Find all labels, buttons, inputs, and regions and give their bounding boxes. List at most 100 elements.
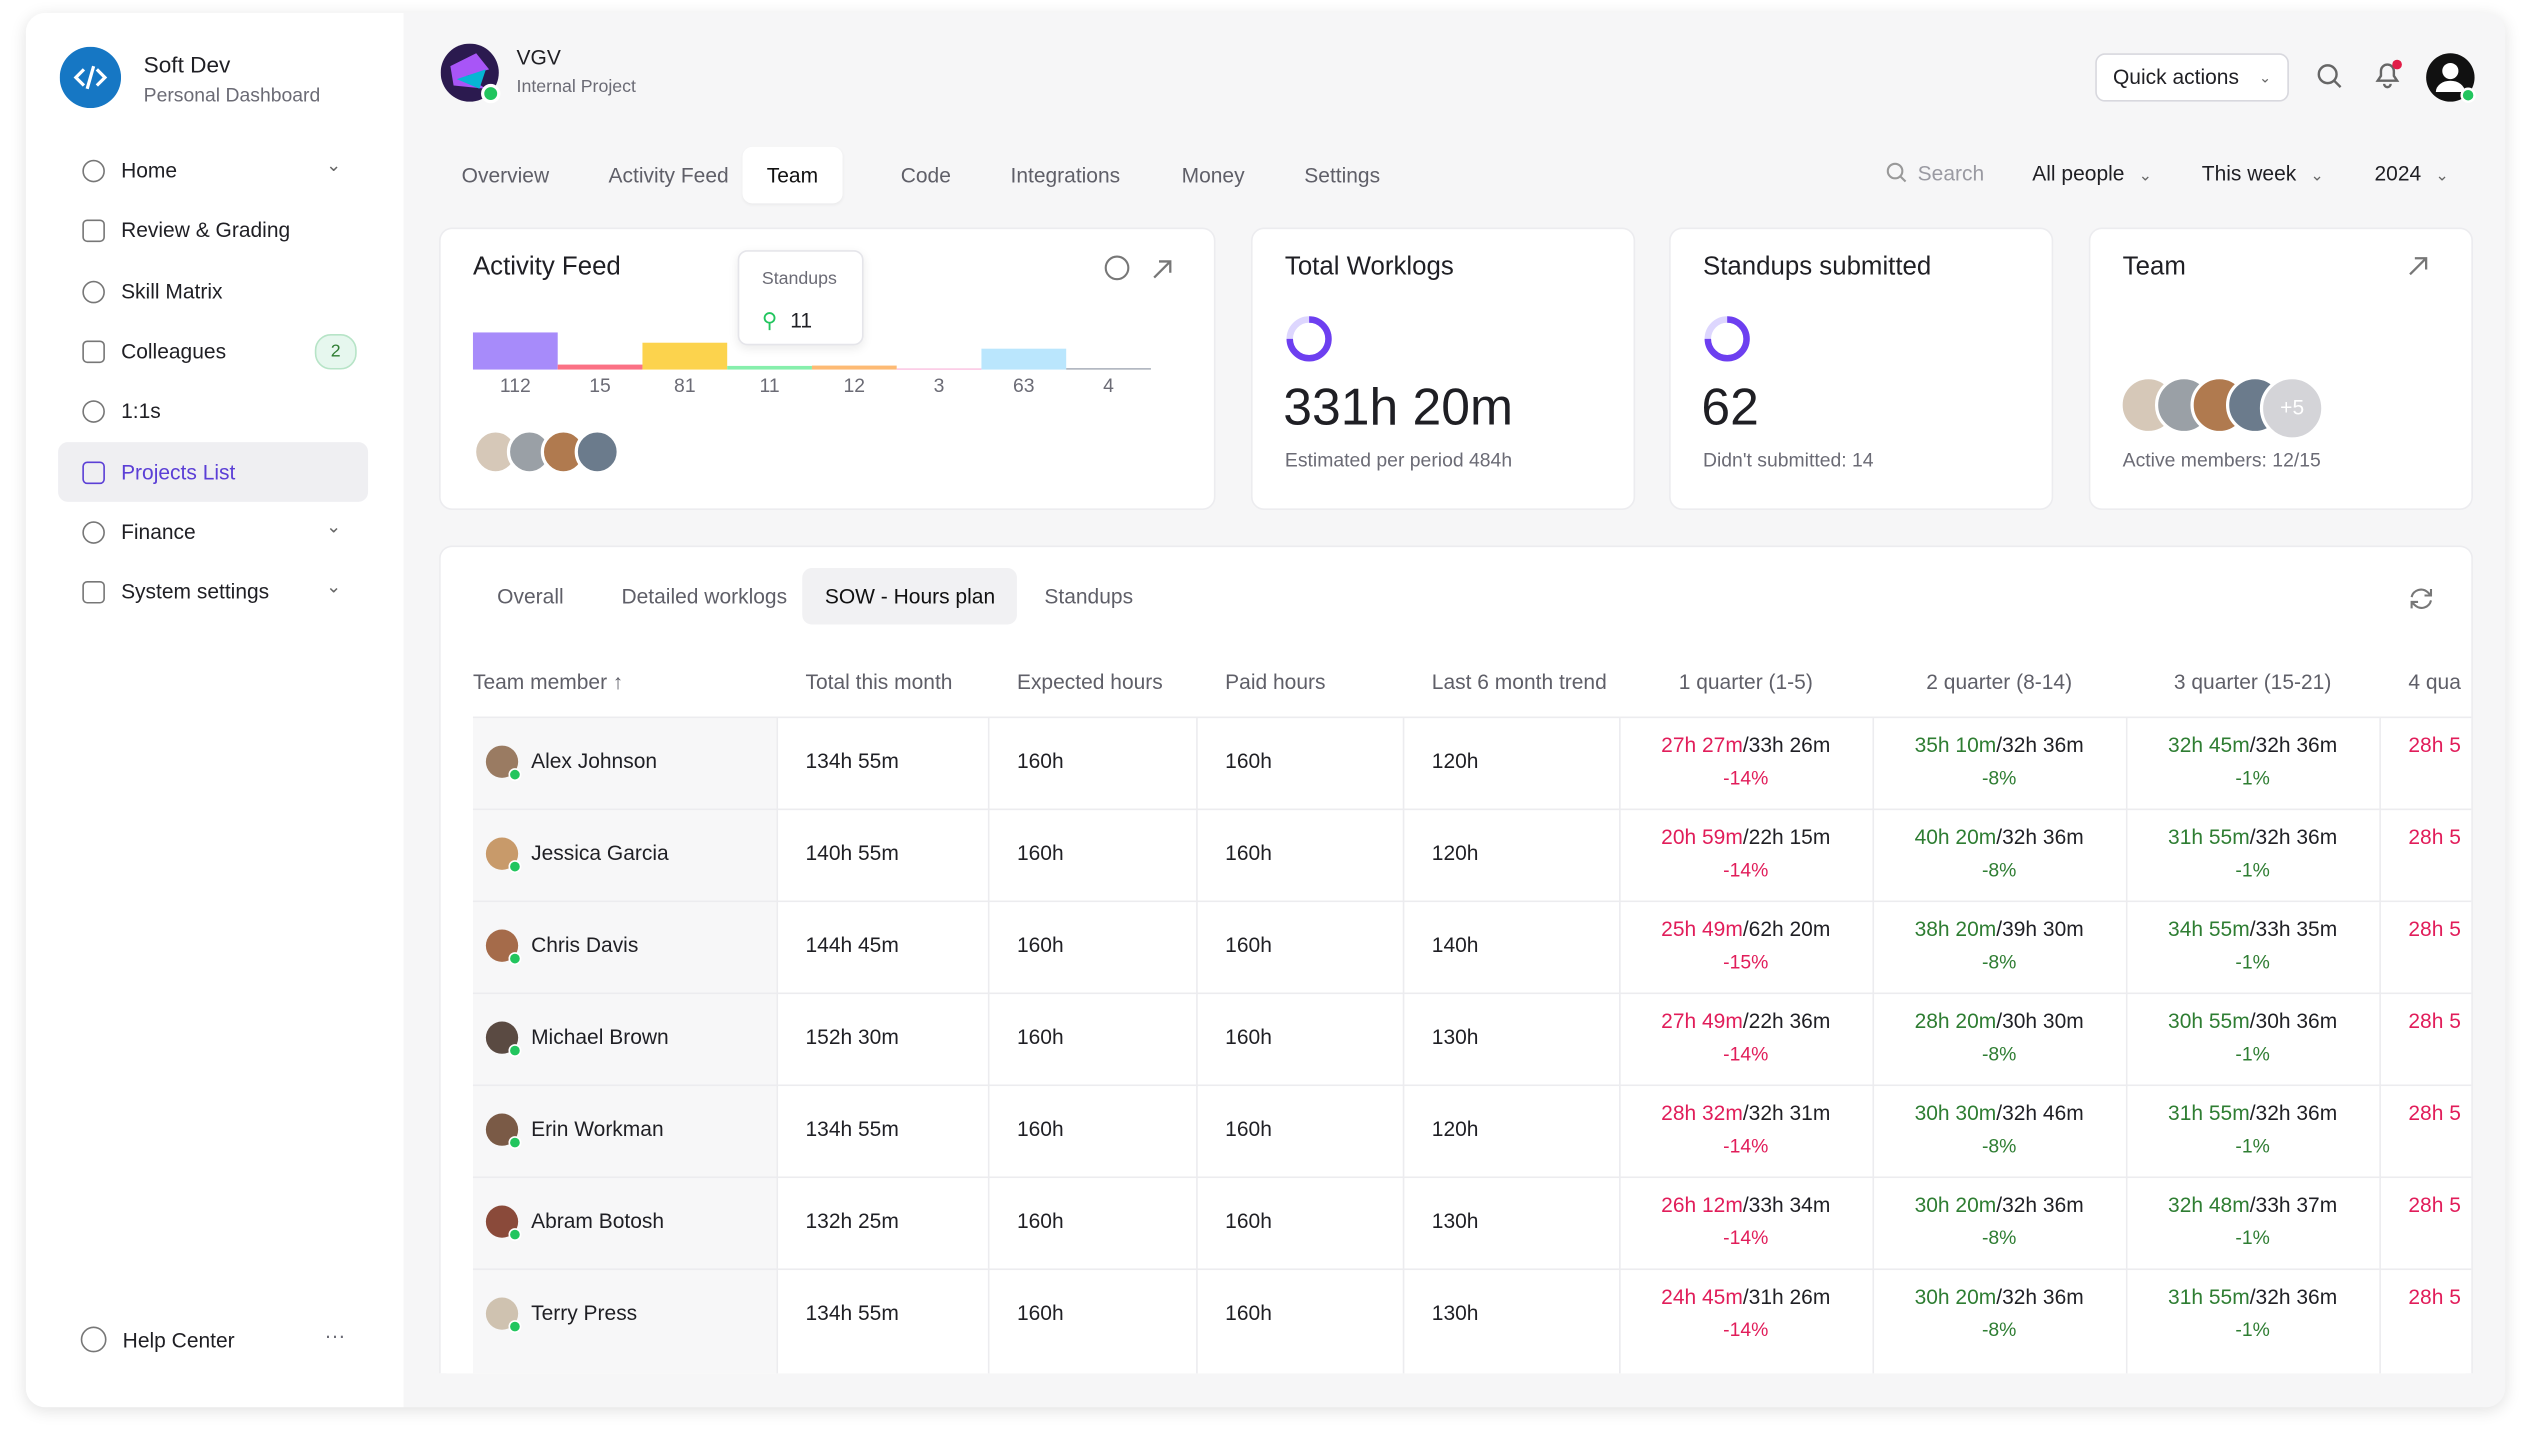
quarter-hours: 28h 5: [2408, 733, 2461, 757]
tab[interactable]: Activity Feed: [608, 162, 729, 188]
quarter-change: -8%: [1981, 1042, 2017, 1066]
tab[interactable]: Overview: [461, 162, 550, 188]
bar: [727, 365, 812, 370]
help-label: Help Center: [122, 1328, 235, 1353]
refresh-icon[interactable]: [2407, 584, 2436, 613]
bar: [811, 365, 897, 370]
bar-label: 112: [500, 375, 531, 397]
tab[interactable]: Code: [900, 162, 951, 188]
cell: 160h: [1016, 1300, 1064, 1325]
card-title: Team: [2122, 253, 2186, 281]
quarter-hours: 32h 45m/32h 36m: [2126, 733, 2379, 757]
card-value: 62: [1701, 377, 1759, 436]
member-avatar: [485, 929, 522, 966]
quarter-change: -8%: [1981, 950, 2017, 974]
planned-hours: /32h 36m: [2249, 732, 2338, 757]
actual-hours: 28h 5: [2408, 824, 2461, 849]
planned-hours: /22h 36m: [1742, 1008, 1831, 1033]
search-icon[interactable]: [2315, 61, 2344, 90]
online-dot: [508, 860, 522, 874]
quarter-change: -14%: [1723, 1134, 1769, 1158]
quarter-hours: 28h 5: [2408, 1101, 2461, 1125]
nav-label: Finance: [121, 519, 196, 544]
tab[interactable]: Team: [742, 146, 843, 204]
workspace-name: Soft Dev: [143, 51, 231, 78]
planned-hours: /33h 37m: [2249, 1192, 2338, 1217]
progress-ring: [1286, 316, 1332, 362]
quarter-change: -1%: [2235, 1134, 2270, 1158]
actual-hours: 40h 20m: [1914, 824, 1997, 849]
search-field[interactable]: Search: [1885, 161, 1984, 186]
info-icon: [1104, 255, 1130, 281]
quick-actions-button[interactable]: Quick actions ⌄: [2095, 53, 2289, 102]
filter-dropdown[interactable]: All people ⌄: [2032, 161, 2152, 185]
quarter-change: -1%: [2235, 950, 2270, 974]
cell: 134h 55m: [805, 1116, 899, 1141]
bar-label: 81: [674, 375, 696, 397]
actual-hours: 27h 49m: [1661, 1008, 1743, 1033]
subtab[interactable]: Overall: [497, 584, 564, 609]
nav-item[interactable]: 1:1s: [58, 381, 368, 441]
team-card: Team +5 Active members: 12/15: [2088, 227, 2473, 510]
nav-item[interactable]: System settings ⌄: [58, 562, 368, 622]
planned-hours: /33h 26m: [1742, 732, 1831, 757]
filter-label: All people: [2032, 161, 2125, 186]
subtab[interactable]: SOW - Hours plan: [802, 568, 1018, 625]
planned-hours: /32h 36m: [1996, 1284, 2084, 1309]
more-icon[interactable]: ···: [324, 1323, 346, 1348]
nav-icon: [82, 581, 105, 604]
planned-hours: /32h 36m: [1996, 732, 2084, 757]
column-header[interactable]: Team member ↑: [472, 669, 624, 694]
nav-item[interactable]: Projects List: [58, 441, 369, 502]
cell: 144h 45m: [805, 932, 899, 957]
actual-hours: 28h 5: [2408, 1100, 2461, 1125]
column-divider: [1872, 716, 1875, 1374]
nav-item[interactable]: Colleagues 2: [58, 321, 368, 381]
card-value: 331h 20m: [1283, 377, 1514, 436]
member-name: Terry Press: [531, 1300, 638, 1325]
column-divider: [1402, 716, 1405, 1374]
tab[interactable]: Integrations: [1010, 162, 1121, 188]
subtab[interactable]: Detailed worklogs: [621, 584, 788, 609]
actual-hours: 28h 5: [2408, 1008, 2461, 1033]
tab[interactable]: Money: [1181, 162, 1245, 188]
quarter-hours: 34h 55m/33h 35m: [2126, 917, 2379, 941]
quarter-hours: 24h 45m/31h 26m: [1619, 1285, 1872, 1309]
actual-hours: 28h 5: [2408, 1284, 2461, 1309]
open-icon: [1153, 260, 1172, 279]
planned-hours: /31h 26m: [1742, 1284, 1831, 1309]
tab[interactable]: Settings: [1304, 162, 1381, 188]
actual-hours: 30h 20m: [1914, 1192, 1997, 1217]
nav-label: Home: [121, 158, 178, 183]
column-divider: [1196, 716, 1198, 1374]
filter-dropdown[interactable]: This week ⌄: [2202, 161, 2324, 185]
nav-icon: [82, 280, 105, 303]
open-icon[interactable]: [2407, 255, 2430, 278]
nav-label: Review & Grading: [121, 218, 291, 243]
actual-hours: 26h 12m: [1661, 1192, 1743, 1217]
bar-label: 4: [1103, 375, 1114, 397]
nav-item[interactable]: Review & Grading: [58, 201, 368, 261]
nav-item[interactable]: Skill Matrix: [58, 261, 368, 321]
avatar: [574, 429, 620, 475]
planned-hours: /33h 34m: [1742, 1192, 1831, 1217]
help-center[interactable]: Help Center: [80, 1326, 235, 1353]
nav-item[interactable]: Home ⌄: [58, 140, 368, 200]
cell: 160h: [1016, 840, 1064, 865]
total-worklogs-card: Total Worklogs 331h 20m Estimated per pe…: [1251, 227, 1636, 510]
nav-item[interactable]: Finance ⌄: [58, 502, 368, 562]
quarter-hours: 40h 20m/32h 36m: [1872, 825, 2125, 849]
cell: 134h 55m: [805, 1300, 899, 1325]
quarter-hours: 26h 12m/33h 34m: [1619, 1193, 1872, 1217]
notifications-icon[interactable]: [2371, 58, 2403, 90]
actual-hours: 25h 49m: [1661, 916, 1743, 941]
column-header: 4 qua: [2408, 669, 2461, 694]
user-avatar[interactable]: [2425, 52, 2477, 104]
cell: 130h: [1431, 1300, 1479, 1325]
card-title: Total Worklogs: [1284, 253, 1454, 281]
filter-dropdown[interactable]: 2024 ⌄: [2374, 161, 2448, 185]
column-divider: [1619, 716, 1621, 1374]
subtab[interactable]: Standups: [1044, 584, 1134, 609]
quarter-change: -8%: [1981, 766, 2017, 790]
